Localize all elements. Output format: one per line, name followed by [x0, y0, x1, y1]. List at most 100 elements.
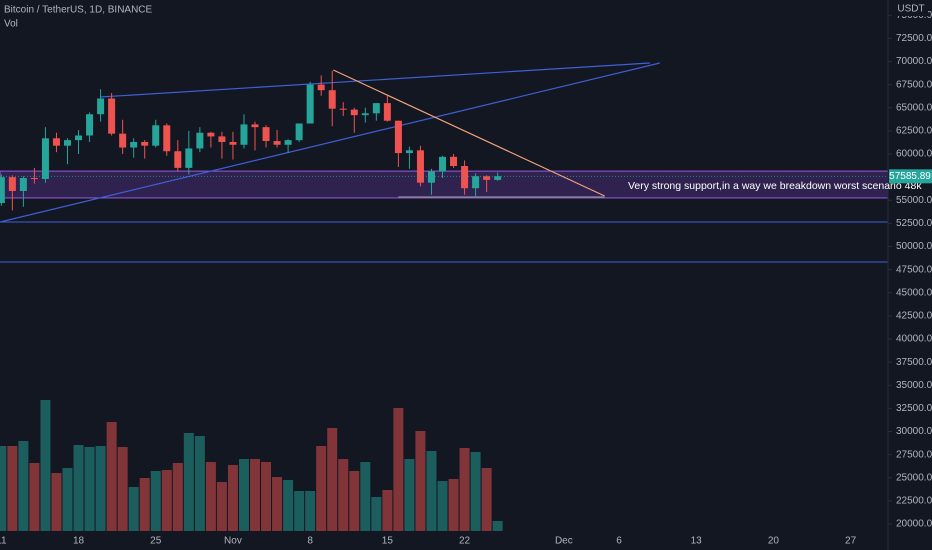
- volume-bar: [305, 491, 316, 531]
- candle-body: [372, 103, 380, 114]
- volume-bar: [349, 471, 360, 531]
- y-tick-label: 72500.00: [896, 33, 932, 44]
- volume-bar: [238, 459, 249, 531]
- volume-bar: [95, 446, 106, 531]
- volume-bar: [393, 408, 404, 531]
- candle-body: [295, 123, 303, 141]
- y-unit: USDT: [897, 4, 924, 15]
- volume-bar: [227, 465, 238, 531]
- candle-body: [317, 84, 325, 91]
- candle-body: [141, 141, 149, 146]
- candle-body: [251, 124, 259, 128]
- volume-bar: [161, 470, 172, 531]
- candle-body: [174, 151, 182, 168]
- y-tick-label: 35000.00: [896, 380, 932, 391]
- x-tick-label: 11: [0, 536, 7, 547]
- candle-body: [196, 132, 204, 149]
- x-tick-label: 13: [691, 536, 703, 547]
- x-tick-label: 8: [307, 536, 313, 547]
- y-tick-label: 65000.00: [896, 102, 932, 113]
- candle-body: [328, 90, 336, 109]
- x-tick-label: 18: [73, 536, 85, 547]
- volume-bar: [106, 422, 117, 531]
- volume-bar: [448, 479, 459, 531]
- volume-bar: [371, 497, 382, 531]
- volume-bar: [316, 446, 327, 531]
- candle-body: [394, 120, 402, 154]
- y-tick-label: 20000.00: [896, 519, 932, 530]
- candle-body: [130, 141, 138, 148]
- x-tick-label: 15: [382, 536, 394, 547]
- y-tick-label: 45000.00: [896, 287, 932, 298]
- candle-body: [75, 135, 83, 141]
- volume-bar: [382, 490, 393, 531]
- annotation: Very strong support,in a way we breakdow…: [628, 180, 922, 192]
- chart-title: Bitcoin / TetherUS, 1D, BINANCE: [4, 5, 153, 16]
- volume-bar: [250, 459, 261, 531]
- volume-bar: [492, 521, 503, 531]
- y-tick-label: 42500.00: [896, 311, 932, 322]
- candle-body: [86, 114, 94, 136]
- candle-body: [218, 136, 226, 142]
- candle-body: [30, 178, 38, 180]
- y-tick-label: 50000.00: [896, 241, 932, 252]
- y-tick-label: 67500.00: [896, 79, 932, 90]
- candle-body: [262, 127, 270, 142]
- candle-body: [483, 176, 491, 180]
- candle-body: [52, 138, 60, 146]
- candle-body: [41, 138, 49, 179]
- candle-body: [229, 141, 237, 145]
- volume-bar: [7, 446, 18, 531]
- candle-body: [405, 150, 413, 154]
- volume-bar: [205, 462, 216, 531]
- volume-bar: [404, 459, 415, 531]
- candle-body: [8, 177, 16, 192]
- volume-label: Vol: [4, 19, 18, 30]
- volume-bar: [481, 468, 492, 531]
- volume-bar: [183, 433, 194, 531]
- candle-body: [108, 98, 116, 134]
- volume-bar: [272, 477, 283, 531]
- y-tick-label: 52500.00: [896, 218, 932, 229]
- volume-bar: [327, 428, 338, 531]
- candle-body: [383, 103, 391, 121]
- volume-bar: [117, 447, 128, 531]
- volume-bar: [261, 462, 272, 531]
- candle-body: [416, 150, 424, 183]
- volume-bar: [150, 471, 161, 531]
- candle-body: [461, 166, 469, 189]
- volume-bar: [18, 441, 29, 531]
- volume-bar: [29, 463, 40, 531]
- volume-bar: [84, 447, 95, 531]
- candle-body: [0, 177, 5, 204]
- unit-box: [894, 2, 928, 16]
- volume-bar: [194, 436, 205, 531]
- candle-body: [439, 156, 447, 172]
- volume-bar: [470, 452, 481, 531]
- candle-body: [339, 108, 347, 110]
- candle-body: [19, 178, 27, 192]
- y-tick-label: 27500.00: [896, 449, 932, 460]
- candle-body: [185, 148, 193, 168]
- candle-body: [306, 84, 314, 124]
- volume-bar: [62, 468, 73, 531]
- y-tick-label: 60000.00: [896, 149, 932, 160]
- volume-bar: [437, 481, 448, 531]
- y-tick-label: 32500.00: [896, 403, 932, 414]
- candle-body: [427, 171, 435, 183]
- candle-body: [119, 133, 127, 148]
- trend-line: [100, 62, 650, 98]
- volume-bar: [172, 463, 183, 531]
- candle-body: [450, 156, 458, 167]
- volume-bar: [360, 462, 371, 531]
- y-tick-label: 47500.00: [896, 264, 932, 275]
- volume-bar: [283, 480, 294, 531]
- volume-bar: [294, 491, 305, 531]
- y-tick-label: 62500.00: [896, 126, 932, 137]
- y-tick-label: 70000.00: [896, 56, 932, 67]
- volume-bar: [51, 473, 62, 531]
- x-tick-label: 22: [459, 536, 471, 547]
- volume-bar: [216, 482, 227, 531]
- volume-bar: [0, 446, 7, 531]
